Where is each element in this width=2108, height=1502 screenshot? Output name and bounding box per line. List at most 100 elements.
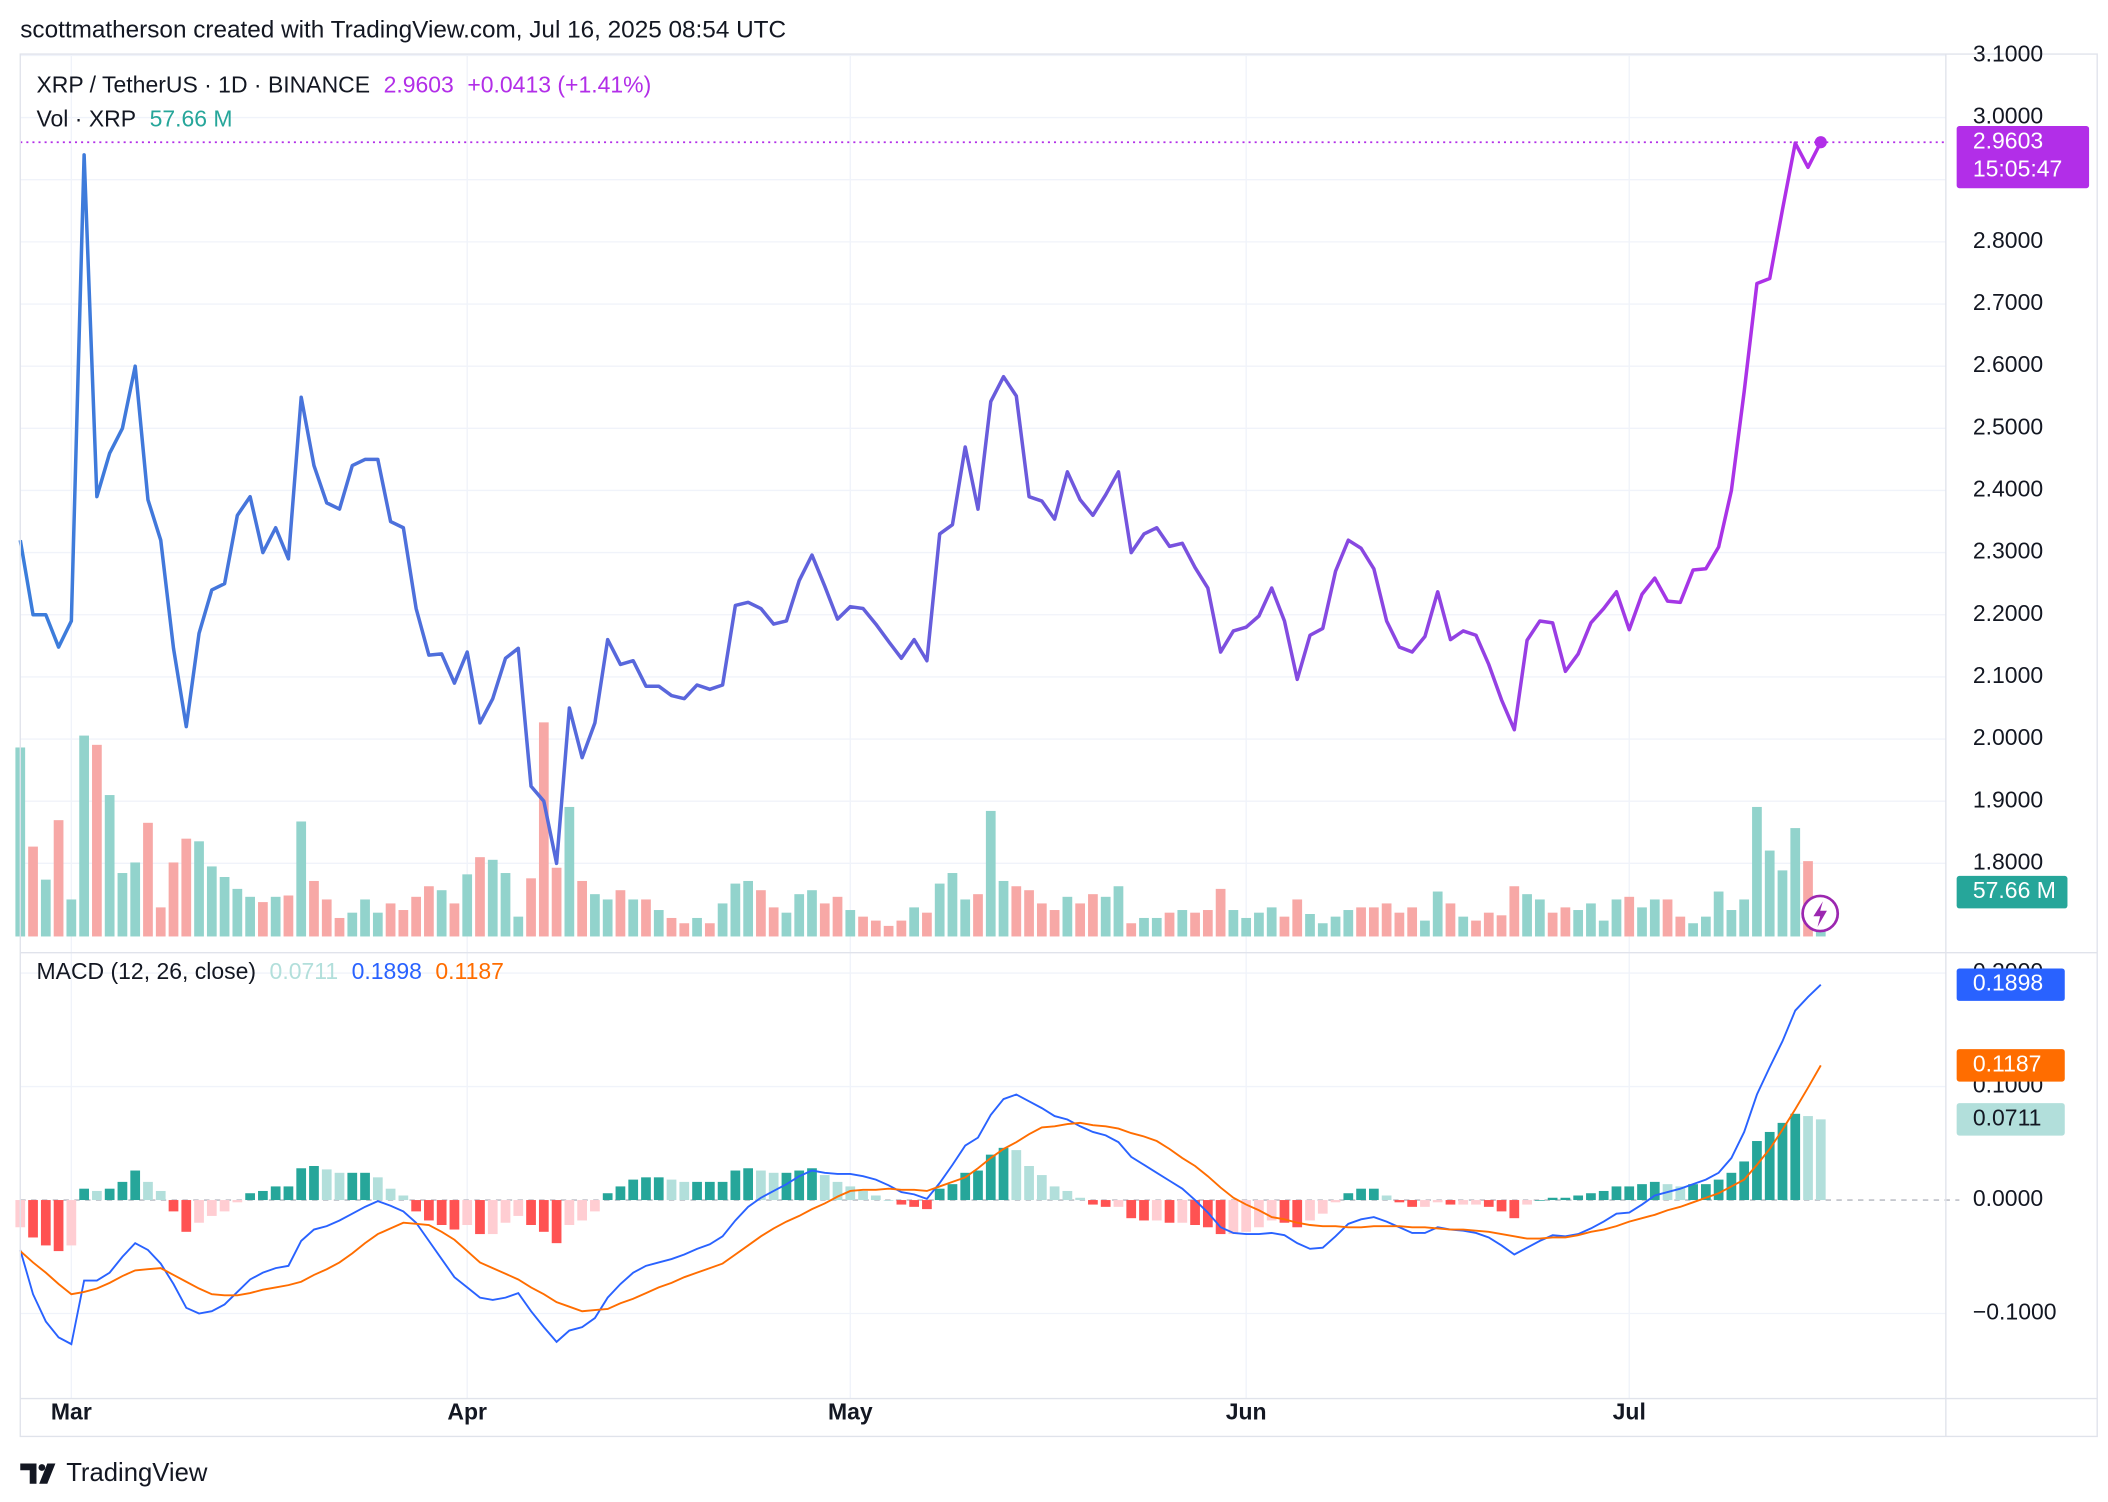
volume-bar [1458,916,1469,937]
volume-bar [564,806,575,937]
macd-histogram-bar [858,1190,868,1201]
macd-histogram-bar [1049,1186,1060,1201]
volume-bar [819,903,830,937]
macd-histogram-bar [1062,1190,1073,1201]
y-tick-label: 2.7000 [1973,289,2043,315]
macd-histogram-bar [1573,1195,1584,1201]
volume-bar [232,888,243,937]
volume-bar [513,916,524,937]
volume-bar [1764,850,1775,937]
volume-bar [1062,896,1073,937]
macd-histogram-bar [1330,1200,1341,1203]
tv-logo-dot [38,1464,46,1471]
macd-histogram-bar [1815,1119,1826,1201]
volume-bar [1151,917,1162,937]
macd-histogram-bar [807,1168,817,1201]
volume-bar [40,879,51,937]
byline: scottmatherson created with TradingView.… [20,17,786,44]
alert-icon[interactable] [1801,894,1840,933]
tv-logo [20,1463,56,1484]
volume-bar [1496,915,1507,937]
y-tick-label: 2.2000 [1973,600,2043,626]
volume-bar [475,857,485,937]
volume-bar [155,907,166,937]
macd-histogram-bar [462,1200,473,1225]
volume-bar [551,867,562,937]
volume-bar [296,821,307,937]
label-layer: 2.9603 15:05:47 57.66 M 0.1898 0.1187 0.0711 [1956,126,2090,1136]
macd-histogram-bar [1368,1188,1379,1201]
macd-histogram-bar [449,1200,460,1230]
macd-histogram-bar [1637,1184,1647,1201]
y-tick-label: 1.9000 [1973,786,2043,812]
macd-histogram-bar [653,1177,664,1201]
macd-histogram-bar [896,1200,907,1205]
macd-histogram-bar [679,1181,690,1201]
y-tick-label: 3.0000 [1973,103,2043,129]
macd-histogram-bar [270,1186,281,1201]
macd-histogram-bar [1777,1122,1788,1201]
macd-histogram-bar [258,1190,268,1201]
volume-bar [1611,899,1622,937]
macd-axis-box [1956,968,2065,1001]
macd-last: 0.1898 [352,958,422,984]
volume-bar [947,873,958,937]
macd-line [19,983,1822,1346]
volume-bar [692,917,702,937]
volume-bar [436,890,447,937]
volume-bar [79,735,89,937]
macd-histogram-bar [934,1188,945,1201]
volume-bar [1164,912,1175,937]
macd-histogram-bar [1522,1200,1532,1205]
macd-histogram-bar [590,1200,600,1212]
macd-histogram-bar [1075,1197,1086,1201]
volume-bar [717,903,728,937]
volume-bar [1420,920,1430,937]
volume-bar [1036,903,1047,937]
volume-bar [372,912,383,937]
volume-bar [1547,912,1558,937]
volume-bar [653,910,664,937]
volume-bar [526,878,536,937]
volume-bar [870,920,881,937]
volume-bar [1254,912,1264,937]
volume-bar [398,910,409,937]
volume-bar [704,923,715,937]
volume-bar [1024,890,1034,937]
volume-bar [615,890,626,937]
volume-bar [1190,912,1200,937]
volume-bar [1777,870,1788,937]
macd-histogram-bar [1113,1200,1124,1207]
macd-histogram-bar [232,1200,243,1203]
macd-histogram-bar [104,1188,115,1201]
tv-logo-mark [20,1463,56,1484]
macd-histogram-bar [883,1200,894,1201]
volume-bar [1279,916,1290,937]
macd-legend: MACD (12, 26, close) 0.0711 0.1898 0.1187 [36,958,503,984]
volume-bar [270,896,281,937]
macd-histogram-bar [1279,1200,1290,1223]
volume-bar [1713,891,1724,937]
y-tick-label: 3.1000 [1973,40,2043,66]
macd-histogram-bar [143,1181,153,1201]
macd-histogram-bar [347,1172,358,1201]
macd-axis-label: 0.1187 [1973,1050,2042,1076]
macd-histogram-bar [1407,1200,1418,1207]
macd-axis-box [1956,1103,2065,1136]
axis-layer: Mar Apr May Jun Jul 1.8000 1.9000 2.0000 2.1000 2… [51,40,2057,1424]
macd-histogram-bar [321,1169,332,1201]
volume-bar [641,899,651,937]
y-tick-label: 2.4000 [1973,476,2043,502]
macd-histogram-bar [360,1172,370,1201]
volume-bar [909,907,920,937]
macd-histogram-bar [1254,1200,1264,1228]
macd-histogram-bar [730,1170,741,1201]
y-tick-label: 0.0000 [1973,1185,2043,1211]
volume-bar [1752,806,1762,937]
volume-bar [1215,888,1226,937]
volume-bar [1662,899,1673,937]
macd-histogram-bar [1624,1186,1635,1201]
